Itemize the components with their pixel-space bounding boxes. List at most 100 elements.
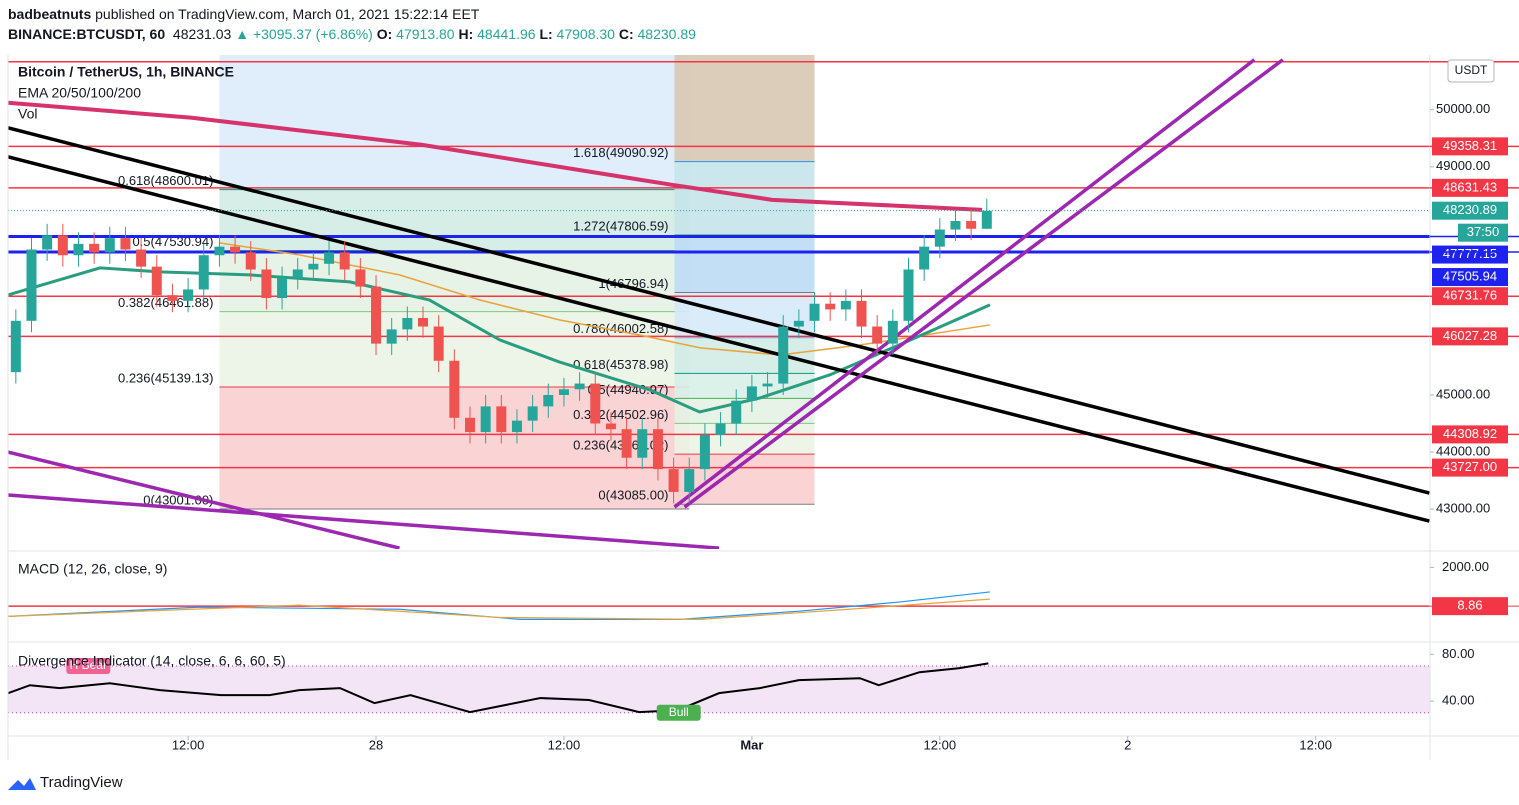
last: 48231.03 <box>172 26 232 42</box>
currency-box[interactable] <box>1447 59 1495 83</box>
candle-body <box>809 303 820 321</box>
candle-body <box>418 317 429 327</box>
trendline <box>8 155 1430 523</box>
level-label: 43727.00 <box>1443 459 1497 474</box>
level-label: 49358.31 <box>1443 138 1497 153</box>
candle-body <box>339 252 350 270</box>
ohlc-value: 48441.96 <box>477 26 536 42</box>
user: badbeatnuts <box>8 6 92 22</box>
candle-body <box>637 429 648 458</box>
fib-zone <box>219 189 690 251</box>
fib-label: 0(43001.00) <box>143 492 213 507</box>
candle-body <box>605 423 616 430</box>
fib-zone <box>674 373 815 399</box>
y-tick-label: 45000.00 <box>1436 386 1490 401</box>
level-label: 47505.94 <box>1443 268 1497 283</box>
currency: USDT <box>1455 63 1488 77</box>
last-price: 48230.89 <box>1443 202 1497 217</box>
symbol-line: BINANCE:BTCUSDT, 60 48231.03 ▲ +3095.37 … <box>8 24 696 44</box>
candle-body <box>668 469 679 492</box>
candle-body <box>887 320 898 344</box>
ohlc-key: O: <box>376 26 393 42</box>
candle-body <box>386 329 397 344</box>
candle-body <box>261 269 272 299</box>
logo <box>8 778 36 790</box>
candle-body <box>355 269 366 287</box>
candle-body <box>308 263 319 270</box>
candle-body <box>590 383 601 424</box>
candle-body <box>464 417 475 433</box>
fib-zone <box>674 234 815 293</box>
candle-body <box>120 238 131 250</box>
x-tick-label: 2 <box>1124 737 1131 752</box>
candle-body <box>480 406 491 433</box>
macd-pane <box>8 591 1430 620</box>
candle-body <box>449 360 460 418</box>
candle-body <box>950 220 961 230</box>
last-price-bg <box>1432 201 1508 220</box>
trendline <box>8 450 400 549</box>
candle-body <box>371 286 382 344</box>
ema-line <box>8 100 983 212</box>
ohlc-key: C: <box>618 26 634 42</box>
candle-body <box>699 434 710 470</box>
candle-body <box>292 269 303 279</box>
candle-body <box>136 249 147 267</box>
ohlc-key: H: <box>458 26 474 42</box>
candle-body <box>433 326 444 361</box>
signal-tag <box>66 658 111 675</box>
overlay: Bitcoin / TetherUS, 1h, BINANCE EMA 20/5… <box>8 59 1495 791</box>
candle-body <box>511 420 522 433</box>
level-label: 48631.43 <box>1443 179 1497 194</box>
trendline <box>683 58 1284 509</box>
candle-body <box>230 246 241 253</box>
chart-title: Bitcoin / TetherUS, 1h, BINANCE <box>18 64 234 80</box>
trendline <box>8 126 1430 495</box>
y-tick-label: 40.00 <box>1442 693 1475 708</box>
ohlc-value: 47908.30 <box>556 26 615 42</box>
candle-body <box>543 394 554 407</box>
divergence-pane: H Bear Bull <box>8 658 1430 721</box>
candle-body <box>558 389 569 395</box>
fib-label: 0.236(45139.13) <box>118 370 213 385</box>
candle-body <box>684 469 695 492</box>
y-tick-label: 80.00 <box>1442 646 1475 661</box>
ohlc-key: L: <box>539 26 553 42</box>
candle-body <box>919 246 930 270</box>
candle-body <box>793 320 804 327</box>
level-label-bg <box>1432 137 1508 156</box>
x-tick-label: 12:00 <box>924 737 957 752</box>
x-tick-label: Mar <box>740 737 763 752</box>
level-label: 44308.92 <box>1443 426 1497 441</box>
level-label-bg <box>1432 245 1508 264</box>
signal-tag-label: Bull <box>669 705 689 719</box>
footer: TradingView <box>40 774 123 791</box>
indicator-label: Vol <box>18 106 37 122</box>
fib-zone <box>674 161 815 235</box>
y-tick-label: 2000.00 <box>1442 559 1489 574</box>
change: +3095.37 (+6.86%) <box>252 26 373 42</box>
indicator-line <box>8 598 990 620</box>
candle-body <box>57 235 68 256</box>
candle-body <box>277 278 288 299</box>
x-tick-label: 12:00 <box>548 737 581 752</box>
fib-zone <box>674 337 815 374</box>
candle-body <box>26 249 37 321</box>
candle-body <box>981 210 992 229</box>
fib-label: 1.272(47806.59) <box>573 218 668 233</box>
candle-body <box>183 289 194 301</box>
fib-zone <box>219 55 690 190</box>
level-label-bg <box>1432 268 1508 287</box>
y-tick-label: 43000.00 <box>1436 501 1490 516</box>
ema-line <box>8 266 991 414</box>
candle-body <box>527 406 538 421</box>
fib-label: 0(43085.00) <box>598 488 668 503</box>
ohlc-value: 48230.89 <box>637 26 696 42</box>
candle-body <box>167 295 178 301</box>
ohlc-value: 47913.80 <box>396 26 455 42</box>
candle-body <box>731 400 742 424</box>
fib-label: 0.618(45378.98) <box>573 357 668 372</box>
published: published on TradingView.com, March 01, … <box>95 6 480 22</box>
fib-zone <box>674 55 815 162</box>
